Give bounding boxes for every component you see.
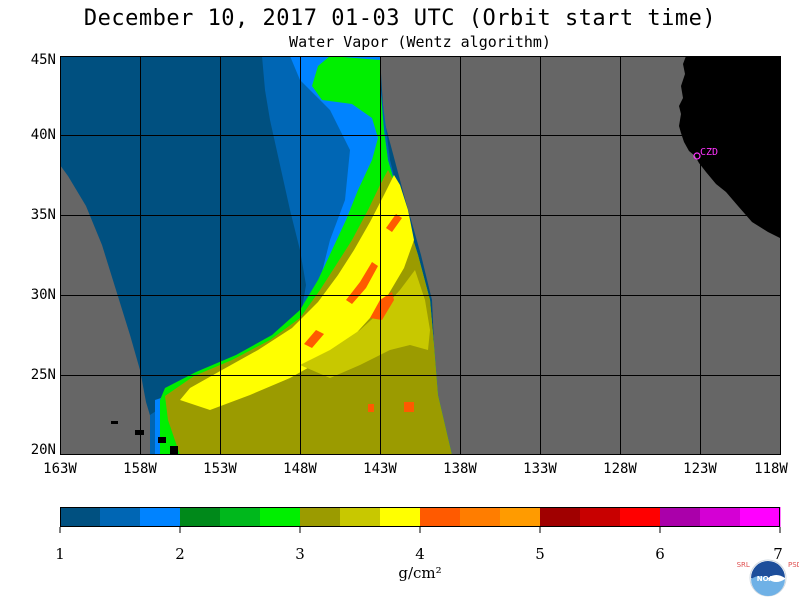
lat-label-20n: 20N — [30, 442, 56, 458]
lon-label-163w: 163W — [43, 461, 77, 477]
station-label: CZD — [700, 147, 719, 158]
colorbar-swatch — [660, 507, 701, 527]
colorbar-swatch — [380, 507, 421, 527]
colorbar-swatch — [540, 507, 581, 527]
swath-orange-3 — [370, 292, 394, 320]
colorbar-swatch — [220, 507, 261, 527]
colorbar-tick-3: 3 — [295, 545, 305, 563]
colorbar-swatch — [60, 507, 101, 527]
island-1 — [111, 421, 118, 424]
swath-orange-1 — [304, 330, 324, 348]
logo-left-text: ESRL — [737, 561, 750, 569]
lat-label-30n: 30N — [30, 287, 56, 303]
island-3 — [158, 437, 166, 443]
colorbar-tick-7: 7 — [773, 545, 783, 563]
logo-center-text: NOAA — [757, 575, 780, 583]
colorbar-swatch — [580, 507, 621, 527]
map-subtitle: Water Vapor (Wentz algorithm) — [289, 33, 551, 51]
station-marker — [693, 152, 701, 160]
colorbar-swatch — [100, 507, 141, 527]
colorbar-swatch — [340, 507, 381, 527]
lon-label-143w: 143W — [363, 461, 397, 477]
colorbar-tick-5: 5 — [535, 545, 545, 563]
map-title: December 10, 2017 01-03 UTC (Orbit start… — [83, 6, 717, 31]
lat-label-40n: 40N — [30, 127, 56, 143]
lat-label-35n: 35N — [30, 207, 56, 223]
colorbar-swatch — [740, 507, 781, 527]
swath-orange-4 — [386, 214, 402, 232]
colorbar-swatch — [460, 507, 501, 527]
land-area — [679, 56, 780, 238]
logo-right-text: PSD — [788, 561, 799, 569]
colorbar-swatch — [260, 507, 301, 527]
logo-lower-half — [751, 576, 785, 596]
lon-label-133w: 133W — [523, 461, 557, 477]
lon-label-158w: 158W — [123, 461, 157, 477]
colorbar-outline — [60, 507, 780, 527]
colorbar-tick-4: 4 — [415, 545, 425, 563]
colorbar-tick-6: 6 — [655, 545, 665, 563]
lon-label-138w: 138W — [443, 461, 477, 477]
colorbar-tick-1: 1 — [55, 545, 65, 563]
grid-lines — [60, 56, 781, 455]
colorbar-swatch — [140, 507, 181, 527]
colorbar-swatch — [620, 507, 661, 527]
island-2 — [135, 430, 144, 435]
swath-orange-6 — [368, 404, 374, 412]
lat-label-25n: 25N — [30, 367, 56, 383]
colorbar-swatch — [420, 507, 461, 527]
lon-label-118w: 118W — [754, 461, 788, 477]
lon-label-123w: 123W — [683, 461, 717, 477]
logo-upper-half — [751, 561, 785, 581]
colorbar-swatch — [500, 507, 541, 527]
colorbar-tick-2: 2 — [175, 545, 185, 563]
colorbar-swatch — [300, 507, 341, 527]
colorbar-units: g/cm² — [398, 564, 442, 582]
swath-orange-5 — [404, 402, 414, 412]
island-4 — [170, 446, 178, 455]
swath-yellow — [180, 175, 414, 410]
lon-label-153w: 153W — [203, 461, 237, 477]
swath-yellow-light — [300, 270, 430, 378]
lat-label-45n: 45N — [30, 52, 56, 68]
colorbar — [59, 507, 781, 533]
colorbar-swatch — [700, 507, 741, 527]
noaa-logo: ESRL PSD NOAA — [737, 559, 799, 597]
lon-label-148w: 148W — [283, 461, 317, 477]
colorbar-swatch — [180, 507, 221, 527]
swath-orange-2 — [346, 262, 378, 304]
lon-label-128w: 128W — [603, 461, 637, 477]
